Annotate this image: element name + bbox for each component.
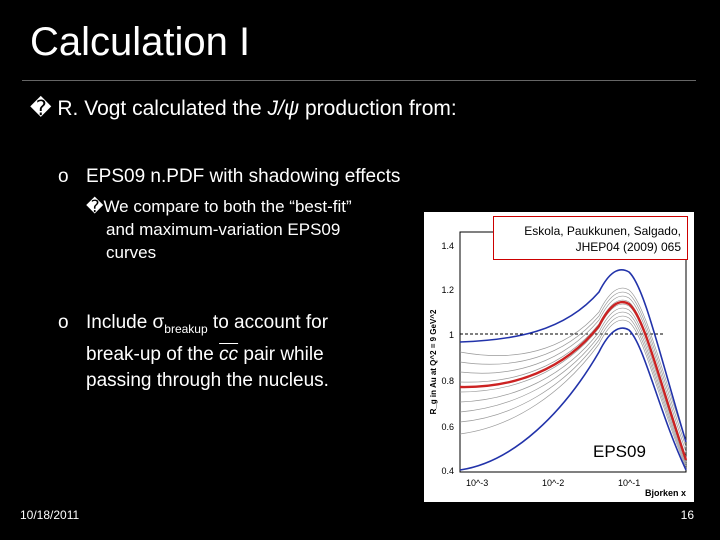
sigma-symbol: σ: [152, 312, 165, 333]
sub-sub-box-glyph: �: [86, 197, 104, 216]
bullet-main-pre: R. Vogt calculated the: [57, 97, 268, 120]
sigma-subscript: breakup: [164, 321, 208, 336]
sub-sub-bullet-compare: �We compare to both the “best-fit” and m…: [86, 195, 416, 264]
sub-bullet-eps09: o EPS09 n.PDF with shadowing effects: [58, 166, 400, 188]
ylabel: R_g in Au at Q^2 = 9 GeV^2: [429, 309, 438, 414]
xtick-1e-2: 10^-2: [542, 478, 564, 488]
max-variation-lower: [459, 327, 687, 471]
breakup-line2: break-up of the cc pair while: [86, 343, 324, 365]
breakup-mid: to account for: [207, 312, 329, 333]
xtick-1e-1: 10^-1: [618, 478, 640, 488]
bullet-box-glyph: �: [30, 97, 52, 120]
ytick-0.6: 0.6: [441, 422, 454, 432]
ytick-0.8: 0.8: [441, 376, 454, 386]
breakup-pre: Include: [86, 312, 153, 333]
cc-pair: cc: [219, 343, 239, 365]
slide-title: Calculation I: [30, 20, 251, 64]
eps09-label: EPS09: [593, 442, 646, 461]
max-variation-upper: [459, 268, 687, 443]
sub-bullet-marker: o: [58, 166, 69, 187]
breakup-line3: passing through the nucleus.: [86, 369, 329, 391]
sub-sub-line1: We compare to both the “best-fit”: [103, 197, 352, 216]
xlabel: Bjorken x: [645, 488, 686, 498]
reference-line1: Eskola, Paukkunen, Salgado,: [524, 224, 681, 238]
ytick-1.2: 1.2: [441, 285, 454, 295]
best-fit-curve: [459, 300, 688, 461]
sub-bullet-text: EPS09 n.PDF with shadowing effects: [86, 166, 401, 187]
ytick-1: 1: [449, 330, 454, 340]
reference-line2: JHEP04 (2009) 065: [575, 240, 681, 254]
reference-box: Eskola, Paukkunen, Salgado, JHEP04 (2009…: [493, 216, 688, 260]
jpsi-label: J/ψ: [267, 97, 300, 120]
xtick-1e-3: 10^-3: [466, 478, 488, 488]
sub-bullet-marker: o: [58, 312, 69, 333]
page-number: 16: [680, 508, 694, 522]
eps09-plot-svg: 0.4 0.6 0.8 1 1.2 1.4 10^-3 10^-2 10^-1 …: [424, 212, 694, 502]
sub-sub-line2: and maximum-variation EPS09: [106, 220, 341, 239]
bullet-main-post: production from:: [299, 97, 457, 120]
sub-sub-line3: curves: [106, 243, 157, 262]
footer-date: 10/18/2011: [20, 508, 80, 522]
ytick-0.4: 0.4: [441, 466, 454, 476]
bullet-main: � R. Vogt calculated the J/ψ production …: [30, 96, 457, 121]
title-divider: [22, 80, 696, 81]
ytick-1.4: 1.4: [441, 241, 454, 251]
eps09-figure: 0.4 0.6 0.8 1 1.2 1.4 10^-3 10^-2 10^-1 …: [424, 212, 694, 502]
sub-bullet-breakup: o Include σbreakup to account for break-u…: [58, 310, 408, 394]
